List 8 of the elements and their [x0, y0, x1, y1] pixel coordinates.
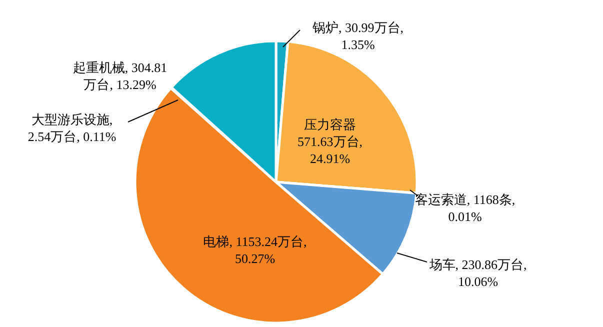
data-label: 571.63万台, 24.91%	[298, 134, 362, 166]
slice-label: 电梯, 1153.24万台, 50.27%	[203, 234, 307, 266]
slice-label: 起重机械, 304.81 万台, 13.29%	[72, 60, 168, 92]
slice-label: 压力容器	[304, 117, 356, 132]
slice-label: 场车, 230.86万台, 10.06%	[428, 257, 527, 289]
slice-label: 锅炉, 30.99万台, 1.35%	[312, 20, 404, 52]
slice-label: 客运索道, 1168条, 0.01%	[414, 192, 516, 224]
slice-label: 大型游乐设施, 2.54万台, 0.11%	[28, 112, 116, 144]
